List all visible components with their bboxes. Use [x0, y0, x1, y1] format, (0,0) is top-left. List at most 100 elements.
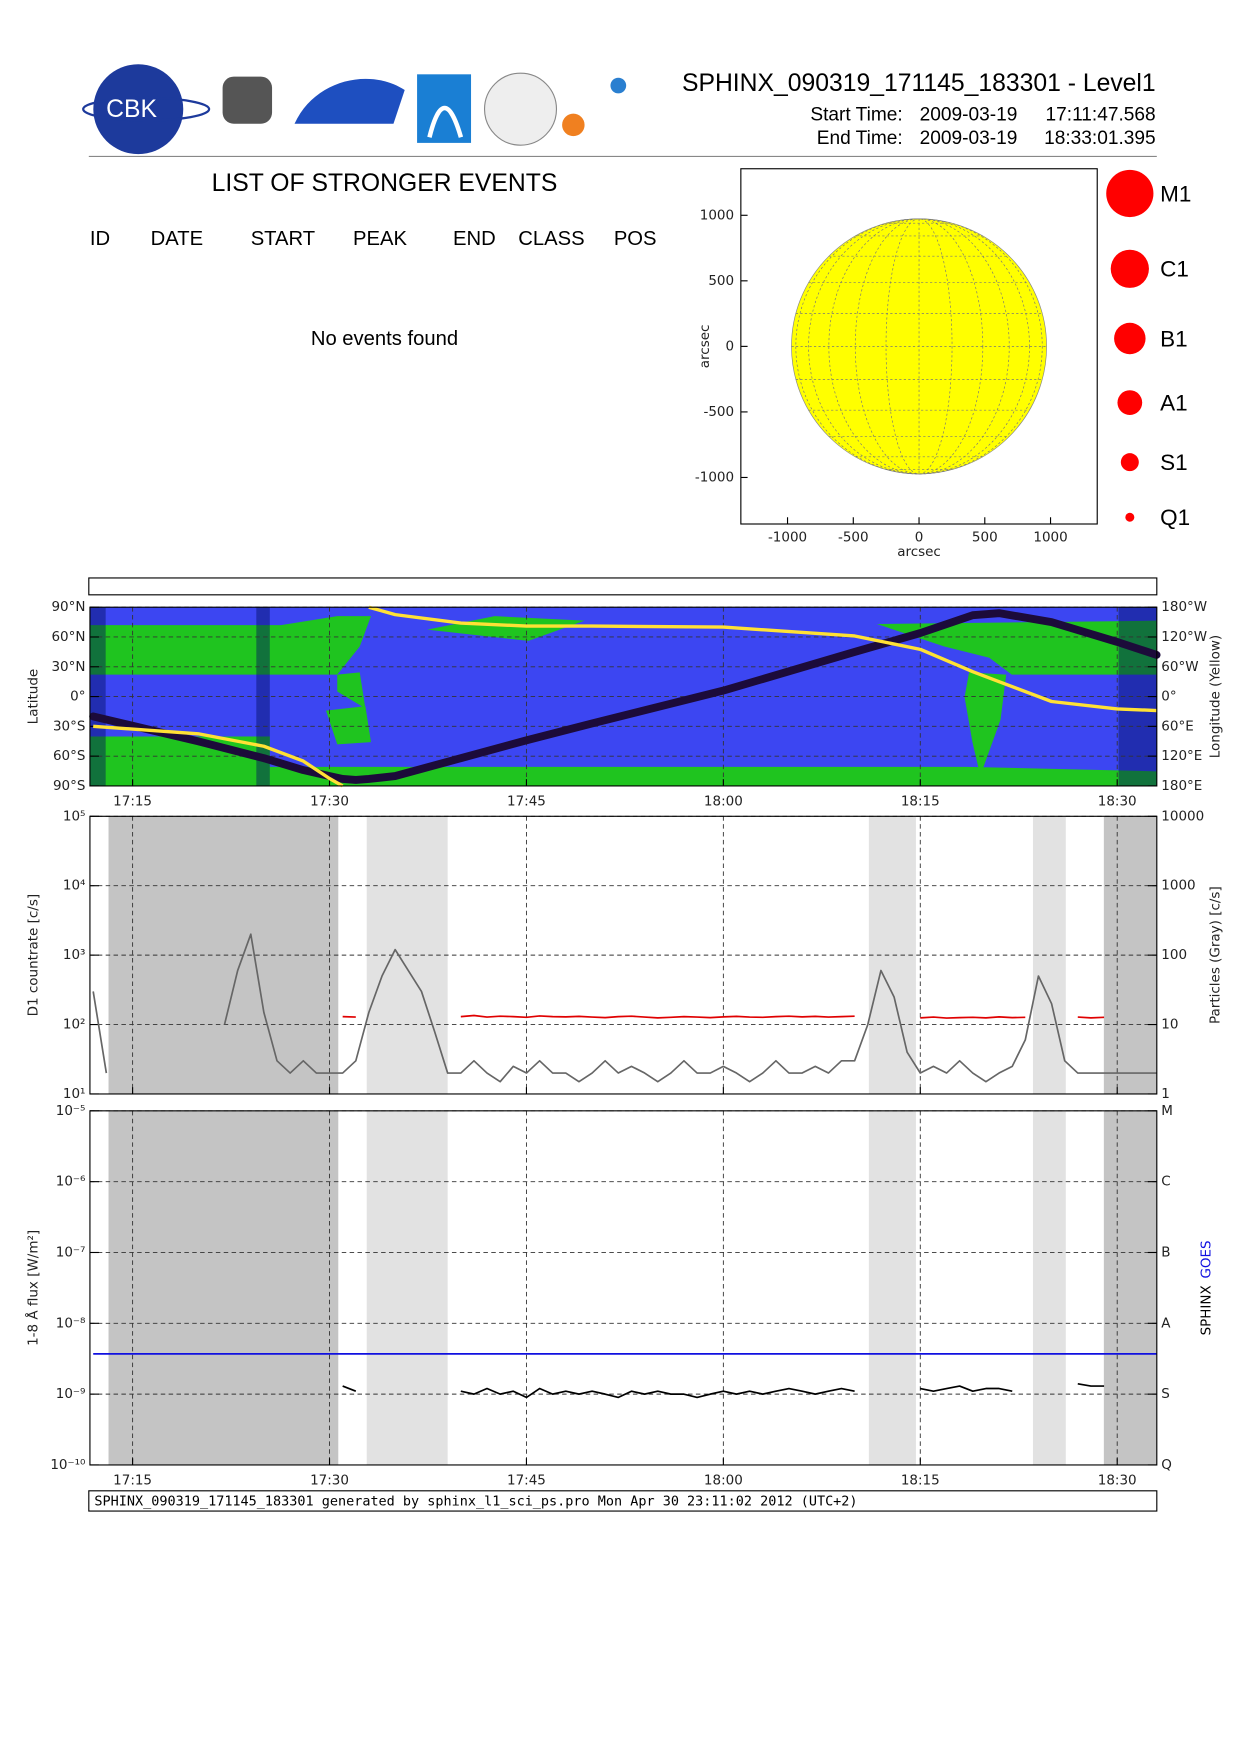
y-tick-label: 10⁴ — [63, 878, 86, 894]
events-title: LIST OF STRONGER EVENTS — [212, 170, 558, 197]
y-tick-label: 10⁻¹⁰ — [50, 1457, 85, 1473]
y-tick-label: 30°N — [51, 659, 85, 675]
end-time: 18:33:01.395 — [1044, 128, 1156, 149]
start-label: Start Time: — [810, 104, 902, 125]
footer-box — [88, 1490, 1158, 1512]
land — [326, 706, 371, 745]
x-axis-label: arcsec — [897, 544, 941, 560]
y-tick-label: 10⁻⁹ — [56, 1386, 86, 1402]
y2-tick-label: 10000 — [1161, 808, 1204, 824]
y2-tick-label: C — [1161, 1174, 1170, 1190]
x-tick-label: -500 — [838, 529, 869, 545]
y2-tick-label: 1000 — [1161, 878, 1195, 894]
x-tick-label: 17:15 — [113, 794, 152, 810]
class-legend-label: M1 — [1160, 181, 1191, 206]
series-line — [93, 605, 1157, 788]
y2-tick-label: A — [1161, 1315, 1171, 1331]
land — [964, 672, 1007, 776]
y2-tick-label: 60°W — [1161, 659, 1198, 675]
class-legend-label: Q1 — [1160, 505, 1190, 530]
y-tick-label: -1000 — [695, 469, 734, 485]
y-tick-label: 10⁻⁸ — [56, 1315, 86, 1331]
y2-tick-label: 120°E — [1161, 748, 1202, 764]
shaded-interval — [366, 1110, 448, 1465]
class-legend-marker — [1125, 512, 1135, 522]
cbk-logo — [93, 64, 184, 155]
shaded-interval — [1032, 1110, 1066, 1465]
events-column: START — [251, 228, 315, 250]
wave-logo — [294, 78, 405, 124]
y-tick-label: 90°S — [53, 778, 85, 794]
x-tick-label: 1000 — [1033, 529, 1067, 545]
globe-logo — [610, 77, 627, 94]
class-legend-label: A1 — [1160, 390, 1187, 415]
class-legend-label: S1 — [1160, 450, 1187, 475]
y2-tick-label: 180°E — [1161, 778, 1202, 794]
cbk-logo-text: CBK — [106, 96, 157, 123]
class-legend-marker — [1114, 322, 1146, 355]
events-column: END — [453, 228, 496, 250]
y2-tick-label: 120°W — [1161, 629, 1207, 645]
y-axis-label: arcsec — [697, 325, 713, 369]
y-tick-label: 30°S — [53, 718, 85, 734]
legend-entry: SPHINX — [1198, 1285, 1214, 1335]
y2-tick-label: 1 — [1161, 1086, 1170, 1102]
shaded-interval — [868, 1110, 916, 1465]
series-line — [92, 933, 1157, 1083]
sun-logo — [562, 113, 585, 137]
x-tick-label: 17:45 — [507, 1473, 546, 1489]
events-column: CLASS — [518, 228, 584, 250]
land — [89, 616, 371, 675]
footer-text: SPHINX_090319_171145_183301 generated by… — [94, 1493, 857, 1509]
start-date: 2009-03-19 — [920, 104, 1018, 125]
end-label: End Time: — [817, 128, 903, 149]
x-tick-label: 18:00 — [704, 1473, 743, 1489]
events-column: ID — [90, 228, 110, 250]
class-legend-marker — [1120, 453, 1139, 472]
logos: CBK — [82, 64, 627, 155]
events-columns: ID DATE START PEAK END CLASS POS — [90, 228, 657, 250]
y-tick-label: 10⁻⁶ — [56, 1174, 86, 1190]
orbit-track — [89, 609, 1161, 784]
y-tick-label: -500 — [703, 404, 734, 420]
cbk-ring — [82, 96, 211, 122]
y2-tick-label: S — [1161, 1386, 1170, 1402]
y-axis-label: D1 countrate [c/s] — [26, 894, 42, 1016]
y-tick-label: 90°N — [51, 599, 85, 615]
y-tick-label: 10⁵ — [63, 808, 86, 824]
shaded-interval — [868, 816, 916, 1094]
series-line — [342, 1382, 1105, 1399]
y2-tick-label: 100 — [1161, 947, 1187, 963]
x-tick-label: 500 — [972, 529, 998, 545]
y-tick-label: 1000 — [700, 207, 734, 223]
y-tick-label: 500 — [708, 273, 734, 289]
x-tick-label: -1000 — [768, 529, 807, 545]
y-axis-label: 1-8 Å flux [W/m²] — [25, 1230, 42, 1346]
events-column: PEAK — [353, 228, 407, 250]
y2-tick-label: 10 — [1161, 1017, 1178, 1033]
y2-tick-label: 60°E — [1161, 718, 1193, 734]
series-line — [342, 1014, 1105, 1019]
y-axis-label: Latitude — [26, 669, 42, 725]
arch-shape — [427, 105, 464, 138]
plot-frame — [89, 815, 1158, 1095]
plot-frame — [89, 1110, 1158, 1466]
x-tick-label: 17:30 — [310, 1473, 349, 1489]
y-tick-label: 10³ — [63, 947, 86, 963]
y-tick-label: 10⁻⁷ — [56, 1244, 86, 1260]
shaded-interval — [1103, 1110, 1157, 1465]
y-tick-label: 60°N — [51, 629, 85, 645]
y2-tick-label: Q — [1161, 1457, 1172, 1473]
y2-tick-label: M — [1161, 1103, 1173, 1119]
x-tick-label: 18:15 — [901, 1473, 940, 1489]
x-tick-label: 17:45 — [507, 794, 546, 810]
start-time: 17:11:47.568 — [1046, 104, 1156, 125]
y-tick-label: 10¹ — [63, 1086, 86, 1102]
x-tick-label: 18:00 — [704, 794, 743, 810]
land — [89, 736, 1157, 786]
shaded-interval — [108, 1110, 339, 1465]
events-column: DATE — [151, 228, 203, 250]
y-tick-label: 10⁻⁵ — [56, 1103, 86, 1119]
y-tick-label: 0° — [70, 689, 85, 705]
